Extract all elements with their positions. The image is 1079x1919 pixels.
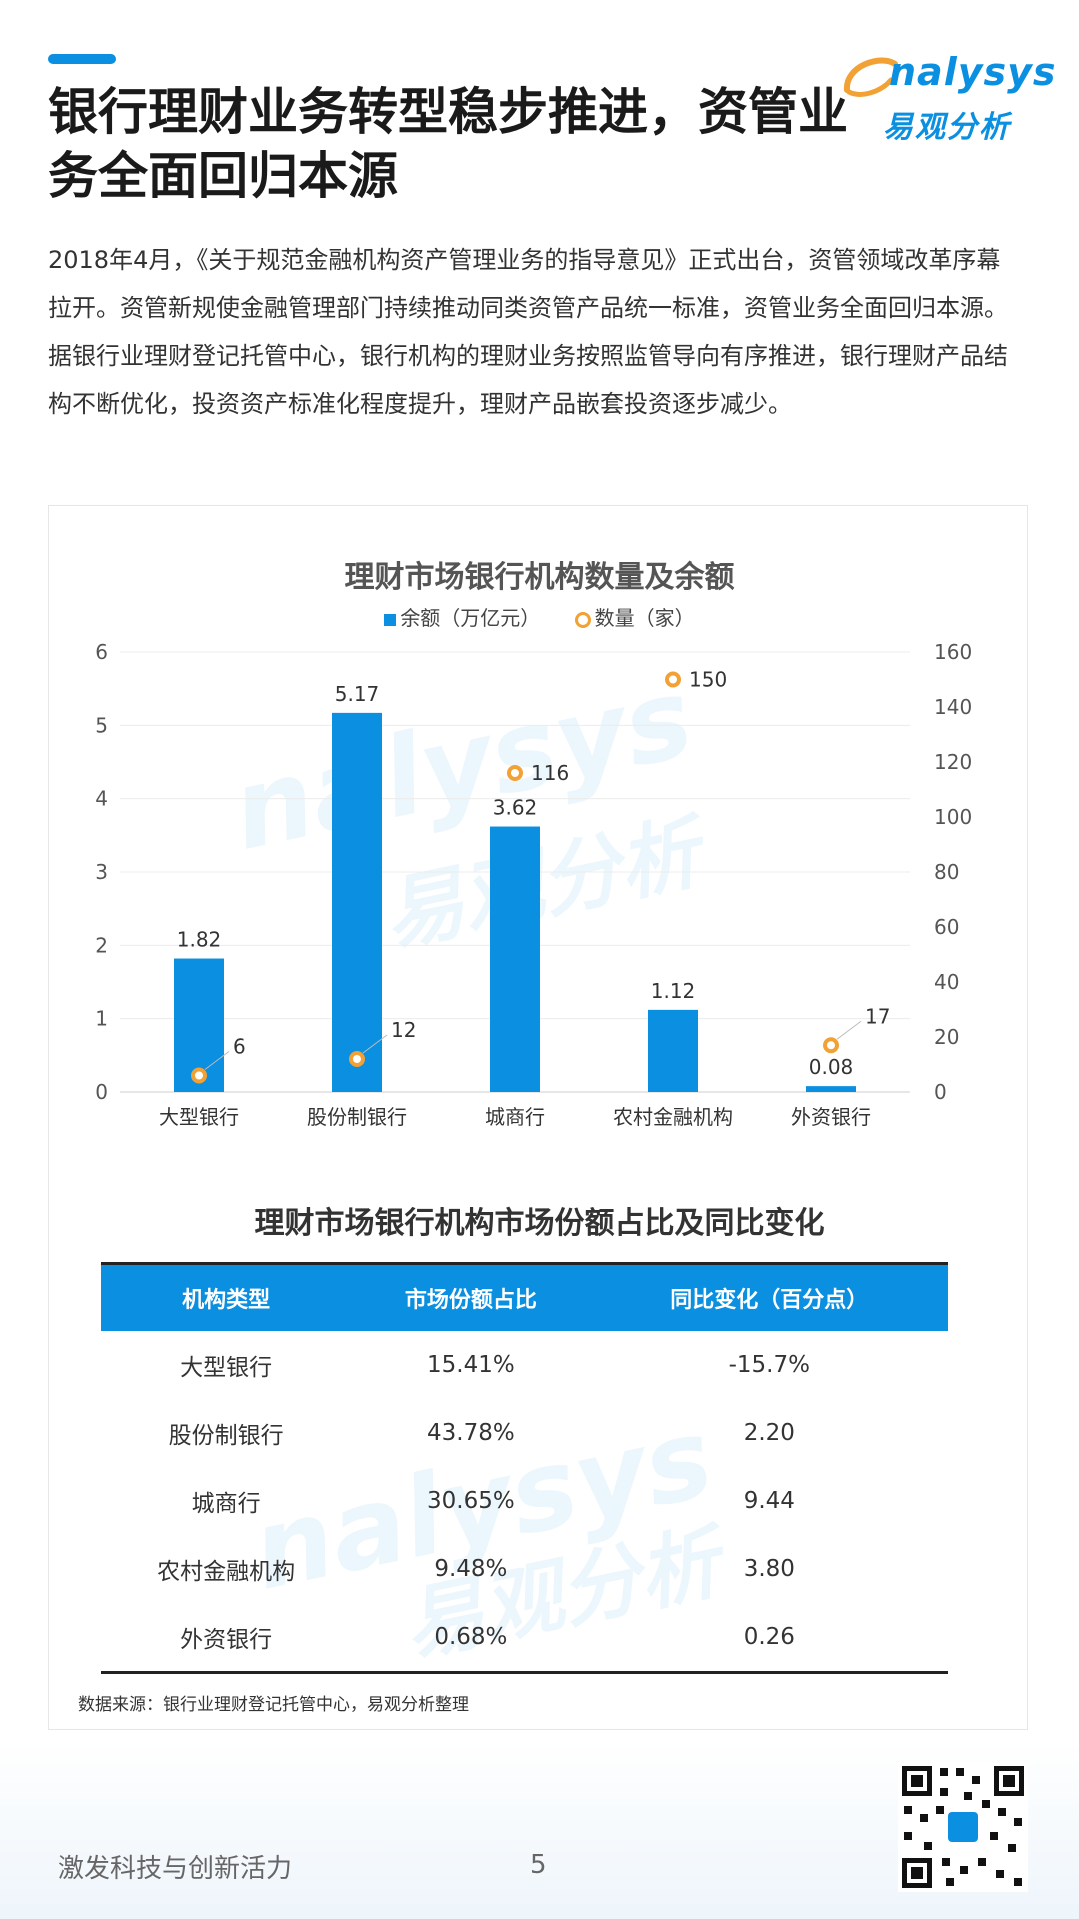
- table-cell: 30.65%: [427, 1488, 515, 1514]
- title-accent-bar: [48, 54, 116, 64]
- y-left-tick-label: 5: [95, 713, 108, 737]
- table-cell: 0.26: [590, 1603, 948, 1674]
- leader-line: [362, 1034, 388, 1054]
- table-cell: 15.41%: [427, 1352, 515, 1378]
- y-left-tick-label: 1: [95, 1007, 108, 1031]
- chart-card: [48, 505, 1028, 1730]
- y-right-tick-label: 160: [934, 640, 972, 664]
- table-cell: -15.7%: [728, 1352, 810, 1378]
- table-cell: 城商行: [191, 1491, 261, 1517]
- y-right-tick-label: 40: [934, 970, 959, 994]
- page-title: 银行理财业务转型稳步推进，资管业务全面回归本源: [48, 83, 848, 205]
- table-header-row: 机构类型 市场份额占比 同比变化（百分点）: [101, 1262, 948, 1331]
- legend-ring-icon: [574, 611, 591, 628]
- x-tick-label: 股份制银行: [307, 1105, 407, 1129]
- footer-slogan: 激发科技与创新活力: [58, 1854, 293, 1884]
- y-right-tick-label: 60: [934, 915, 959, 939]
- marker-point: [823, 1037, 839, 1054]
- legend-square-icon: [384, 613, 397, 626]
- legend-item-balance: 余额（万亿元）: [384, 602, 540, 631]
- table-row: 城商行 30.65% 9.44: [101, 1467, 948, 1535]
- intro-text: 2018年4月，《关于规范金融机构资产管理业务的指导意见》正式出台，资管领域改革…: [48, 236, 1018, 428]
- table-cell: 9.44: [743, 1488, 795, 1514]
- table-row: 股份制银行 43.78% 2.20: [101, 1399, 948, 1467]
- chart-title: 理财市场银行机构数量及余额: [344, 560, 735, 595]
- table-cell: 0.68%: [351, 1603, 591, 1674]
- y-left-tick-label: 4: [95, 787, 108, 811]
- marker-data-label: 6: [233, 1035, 246, 1059]
- intro-paragraph-2: 据银行业理财登记托管中心，银行机构的理财业务按照监管导向有序推进，银行理财产品结…: [48, 342, 1008, 418]
- table-cell: 2.20: [743, 1420, 795, 1446]
- x-tick-label: 城商行: [485, 1105, 545, 1129]
- marker-data-label: 12: [391, 1018, 416, 1042]
- bar: [332, 712, 382, 1092]
- y-right-tick-label: 100: [934, 805, 972, 829]
- legend-item-count: 数量（家）: [574, 602, 695, 631]
- bar-data-label: 0.08: [809, 1055, 854, 1079]
- y-left-tick-label: 0: [95, 1080, 108, 1104]
- market-share-table: 机构类型 市场份额占比 同比变化（百分点） 大型银行 15.41% -15.7%…: [101, 1262, 948, 1674]
- data-source-note: 数据来源：银行业理财登记托管中心，易观分析整理: [78, 1695, 469, 1715]
- marker-data-label: 17: [865, 1004, 890, 1028]
- table-cell: 大型银行: [180, 1355, 273, 1381]
- bar: [806, 1086, 856, 1092]
- table-header-cell: 机构类型: [101, 1262, 352, 1331]
- marker-point: [665, 671, 681, 688]
- y-right-tick-label: 20: [934, 1025, 959, 1049]
- x-tick-label: 农村金融机构: [613, 1105, 733, 1129]
- analysys-logo: nalysys 易观分析: [844, 50, 1056, 150]
- bar-data-label: 1.82: [177, 928, 222, 952]
- logo-text-cn: 易观分析: [883, 110, 1011, 145]
- y-left-tick-label: 6: [95, 640, 108, 664]
- page-number: 5: [530, 1850, 547, 1880]
- table-cell: 农村金融机构: [157, 1559, 296, 1585]
- leader-line: [836, 1020, 862, 1040]
- table-cell: 股份制银行: [168, 1423, 284, 1449]
- y-left-tick-label: 2: [95, 933, 108, 957]
- logo-text-en: nalysys: [889, 50, 1057, 94]
- marker-point: [191, 1067, 207, 1084]
- y-right-tick-label: 80: [934, 860, 959, 884]
- table-row: 农村金融机构 9.48% 3.80: [101, 1535, 948, 1603]
- leader-line: [204, 1051, 230, 1070]
- x-tick-label: 大型银行: [159, 1105, 239, 1129]
- logo-swoosh-icon: [844, 57, 898, 97]
- table-cell: 外资银行: [101, 1603, 352, 1674]
- bar-data-label: 1.12: [651, 979, 696, 1003]
- bar-data-label: 3.62: [493, 796, 538, 820]
- table-header-cell: 市场份额占比: [351, 1262, 591, 1331]
- table-row: 外资银行 0.68% 0.26: [101, 1603, 948, 1674]
- x-tick-label: 外资银行: [791, 1105, 871, 1129]
- marker-data-label: 116: [531, 761, 569, 785]
- bar-data-label: 5.17: [335, 682, 380, 706]
- marker-point: [507, 765, 523, 781]
- qr-code-icon: [898, 1762, 1028, 1892]
- table-title: 理财市场银行机构市场份额占比及同比变化: [254, 1206, 825, 1241]
- chart-legend: 余额（万亿元） 数量（家）: [0, 602, 1079, 631]
- marker-data-label: 150: [689, 668, 727, 692]
- y-left-tick-label: 3: [95, 860, 108, 884]
- table-cell: 3.80: [743, 1556, 795, 1582]
- table-row: 大型银行 15.41% -15.7%: [101, 1331, 948, 1399]
- intro-paragraph-1: 2018年4月，《关于规范金融机构资产管理业务的指导意见》正式出台，资管领域改革…: [48, 246, 1008, 322]
- marker-point: [349, 1051, 365, 1067]
- y-right-tick-label: 0: [934, 1080, 947, 1104]
- bar: [648, 1009, 698, 1092]
- table-cell: 9.48%: [434, 1556, 508, 1582]
- table-header-cell: 同比变化（百分点）: [590, 1262, 948, 1331]
- table-cell: 43.78%: [427, 1420, 515, 1446]
- y-right-tick-label: 120: [934, 750, 972, 774]
- y-right-tick-label: 140: [934, 695, 972, 719]
- bar: [490, 826, 540, 1092]
